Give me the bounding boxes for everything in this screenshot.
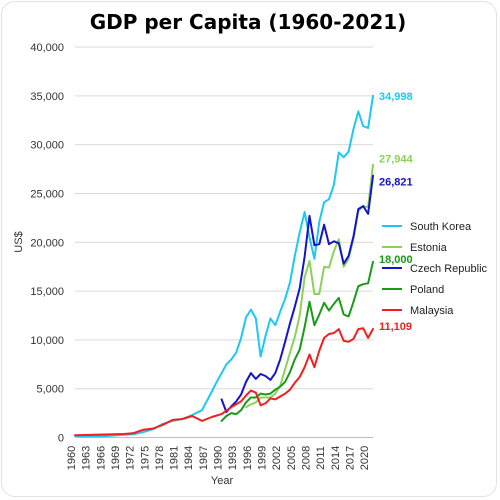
gridlines: [75, 46, 373, 390]
x-axis-ticks: 1960 1963 1966 1969 1972 1975 1978 1981 1984 1987…: [66, 446, 371, 470]
x-tick-label: 2020: [359, 446, 371, 470]
y-tick-label: 40,000: [30, 42, 64, 54]
legend-label-estonia: Estonia: [410, 242, 448, 254]
y-tick-label: 0: [58, 433, 64, 445]
x-tick-label: 2014: [330, 446, 342, 470]
end-label-malaysia: 11,109: [379, 321, 412, 333]
series-line-estonia: [245, 163, 374, 409]
x-tick-label: 2011: [315, 446, 327, 470]
x-tick-label: 1969: [110, 446, 122, 470]
x-axis-label: Year: [211, 475, 234, 487]
y-axis-ticks: 0 5,000 10,000 15,000 20,000 25,000 30,000 35,0…: [30, 42, 64, 445]
y-tick-label: 10,000: [30, 335, 64, 347]
chart-title: GDP per Capita (1960-2021): [90, 10, 407, 34]
series-lines: [74, 94, 374, 438]
legend-label-poland: Poland: [410, 284, 444, 296]
series-line-south-korea: [74, 94, 374, 438]
series-line-malaysia: [74, 327, 374, 437]
y-tick-label: 5,000: [36, 384, 64, 396]
legend-label-malaysia: Malaysia: [410, 305, 454, 317]
x-tick-label: 1978: [154, 446, 166, 470]
end-label-south-korea: 34,998: [379, 91, 413, 103]
end-label-poland: 18,000: [379, 254, 413, 266]
x-tick-label: 1975: [139, 446, 151, 470]
x-tick-label: 2017: [344, 446, 356, 470]
x-tick-label: 1996: [242, 446, 254, 470]
x-tick-label: 1999: [257, 446, 269, 470]
legend: South Korea Estonia Czech Republic Poland Ma…: [382, 221, 488, 317]
x-tick-label: 2002: [271, 446, 283, 470]
x-tick-label: 1990: [213, 446, 225, 470]
end-label-estonia: 27,944: [379, 154, 414, 166]
y-tick-label: 30,000: [30, 140, 64, 152]
x-tick-label: 1963: [81, 446, 93, 470]
y-tick-label: 25,000: [30, 188, 64, 200]
x-tick-label: 1960: [66, 446, 78, 470]
x-tick-label: 1984: [183, 446, 195, 470]
y-axis-label: US$: [13, 231, 25, 252]
x-tick-label: 1987: [198, 446, 210, 470]
end-label-czech-republic: 26,821: [379, 177, 413, 189]
series-line-czech-republic: [220, 174, 374, 414]
x-tick-label: 1993: [227, 446, 239, 470]
end-labels: 34,998 27,944 26,821 18,000 11,109: [379, 91, 414, 333]
x-tick-label: 1972: [125, 446, 137, 470]
x-tick-label: 2008: [300, 446, 312, 470]
series-line-poland: [220, 260, 374, 422]
y-tick-label: 15,000: [30, 286, 64, 298]
y-tick-label: 35,000: [30, 91, 64, 103]
legend-label-czech-republic: Czech Republic: [410, 263, 488, 275]
x-tick-label: 2005: [286, 446, 298, 470]
y-tick-label: 20,000: [30, 237, 64, 249]
x-tick-label: 1966: [95, 446, 107, 470]
x-tick-label: 1981: [169, 446, 181, 470]
legend-label-south-korea: South Korea: [410, 221, 472, 233]
